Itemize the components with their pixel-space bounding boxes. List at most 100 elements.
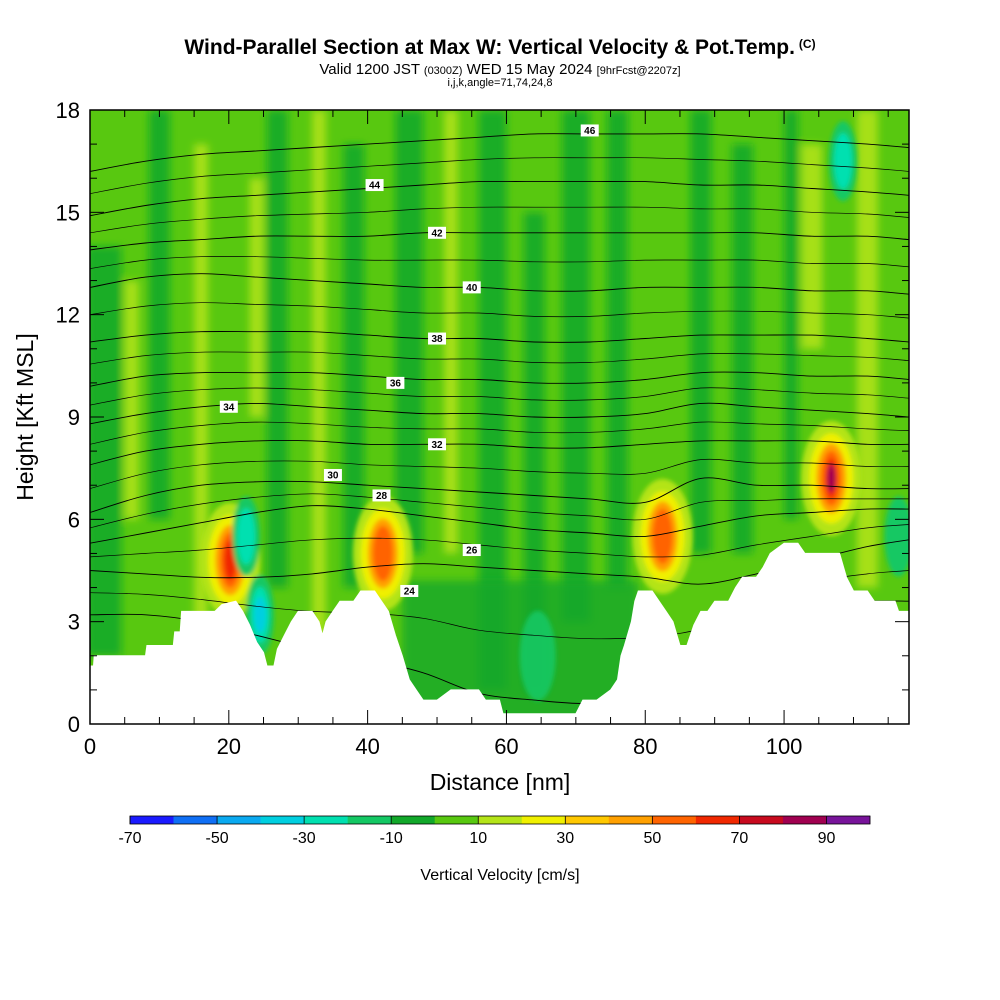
valid-time: Valid 1200 JST — [319, 61, 420, 78]
y-tick-label: 9 — [68, 405, 80, 430]
contour-label-box — [219, 400, 238, 413]
colorbar-tick-label: -70 — [118, 830, 141, 847]
contour-label-box — [372, 489, 391, 502]
contour-label-26: 26 — [466, 546, 478, 557]
valid-date: WED 15 May 2024 — [466, 61, 593, 78]
field-stripes — [90, 110, 878, 690]
valley-core — [519, 610, 556, 701]
contour-label-46: 46 — [584, 126, 596, 137]
theta-contour-minor — [90, 256, 909, 269]
contour-label-box — [462, 281, 481, 294]
colorbar-swatch — [565, 816, 610, 824]
theta-contour-minor — [90, 458, 909, 489]
colorbar-swatch — [391, 816, 436, 824]
updraft-cores — [200, 121, 909, 655]
field-band — [312, 110, 326, 656]
contour-label-28: 28 — [376, 491, 388, 502]
colorbar-label: Vertical Velocity [cm/s] — [420, 867, 579, 884]
y-tick-label: 0 — [68, 712, 80, 737]
x-tick-label: 40 — [355, 734, 379, 759]
field-band — [194, 144, 208, 622]
contour-label-40: 40 — [466, 283, 478, 294]
colorbar-swatch — [173, 816, 218, 824]
chart-title: Wind-Parallel Section at Max W: Vertical… — [0, 36, 1000, 60]
x-tick-label: 20 — [217, 734, 241, 759]
contour-label-36: 36 — [390, 378, 402, 389]
downdraft-core — [834, 133, 853, 190]
contour-label-32: 32 — [431, 440, 443, 451]
y-tick-label: 3 — [68, 610, 80, 635]
colorbar-swatch — [521, 816, 566, 824]
theta-contour-32 — [90, 440, 909, 466]
copyright-mark: (C) — [798, 37, 816, 51]
colorbar-swatch — [782, 816, 827, 824]
x-axis-label: Distance [nm] — [430, 769, 571, 795]
field-band — [266, 110, 288, 588]
y-tick-label: 6 — [68, 507, 80, 532]
theta-contour-30 — [90, 477, 909, 513]
valid-utc: (0300Z) — [423, 65, 463, 77]
y-tick-label: 15 — [56, 200, 80, 225]
colorbar-tick-label: -50 — [205, 830, 228, 847]
updraft-core — [827, 464, 836, 493]
updraft-core — [372, 525, 393, 581]
field-band — [148, 110, 170, 520]
y-tick-label: 12 — [56, 303, 80, 328]
y-tick-label: 18 — [56, 98, 80, 123]
contour-label-box — [365, 179, 384, 192]
x-tick-label: 60 — [494, 734, 518, 759]
colorbar-tick-label: 70 — [731, 830, 749, 847]
colorbar-swatch — [260, 816, 305, 824]
updraft-core — [652, 508, 673, 564]
theta-contour-minor — [90, 206, 909, 234]
contour-label-30: 30 — [327, 470, 339, 481]
theta-contour-46 — [90, 133, 909, 172]
downdraft-core — [884, 496, 909, 577]
theta-contour-minor — [90, 493, 909, 529]
contour-label-24: 24 — [404, 586, 416, 597]
theta-contour-36 — [90, 371, 909, 387]
field-band — [343, 144, 365, 588]
theta-contour-minor — [90, 157, 909, 194]
colorbar-swatch — [608, 816, 653, 824]
colorbar-swatch — [652, 816, 697, 824]
theta-contour-minor — [90, 302, 909, 319]
theta-contour-labels: 24 26 28 30 32 34 36 38 40 42 44 46 — [219, 124, 599, 597]
colorbar-swatch — [826, 816, 871, 824]
x-tick-label: 0 — [84, 734, 96, 759]
downdraft-core — [254, 596, 267, 633]
theta-contour-28 — [90, 505, 909, 544]
theta-contour-40 — [90, 273, 909, 295]
x-tick-label: 100 — [766, 734, 803, 759]
field-band — [124, 280, 139, 520]
field-band — [395, 110, 424, 554]
colorbar-tick-label: 10 — [469, 830, 487, 847]
downdraft-core — [237, 508, 256, 565]
theta-contour-minor — [90, 387, 909, 406]
colorbar-swatch — [347, 816, 392, 824]
field-band — [856, 110, 878, 588]
y-axis-label: Height [Kft MSL] — [12, 333, 38, 500]
field-band — [561, 110, 590, 622]
x-axis-ticks: 0 20 40 60 80 100 — [84, 110, 889, 759]
field-band — [784, 110, 798, 520]
colorbar-swatch — [130, 816, 174, 824]
colorbar-tick-label: 50 — [643, 830, 661, 847]
colorbar-tick-label: 30 — [556, 830, 574, 847]
theta-contour-minor — [90, 351, 909, 365]
forecast-info: [9hrFcst@2207z] — [596, 65, 681, 77]
field-band — [801, 144, 823, 349]
terrain — [90, 542, 909, 724]
chart-title-text: Wind-Parallel Section at Max W: Vertical… — [184, 36, 795, 59]
contour-label-box — [462, 544, 481, 557]
colorbar-swatch — [478, 816, 523, 824]
theta-contour-44 — [90, 180, 909, 217]
contour-label-42: 42 — [431, 228, 443, 239]
contour-label-box — [428, 332, 447, 345]
chart-indices: i,j,k,angle=71,74,24,8 — [447, 77, 553, 89]
x-tick-label: 80 — [633, 734, 657, 759]
colorbar-swatch — [304, 816, 348, 824]
contour-label-box — [428, 438, 447, 451]
colorbar-tick-label: -30 — [293, 830, 316, 847]
